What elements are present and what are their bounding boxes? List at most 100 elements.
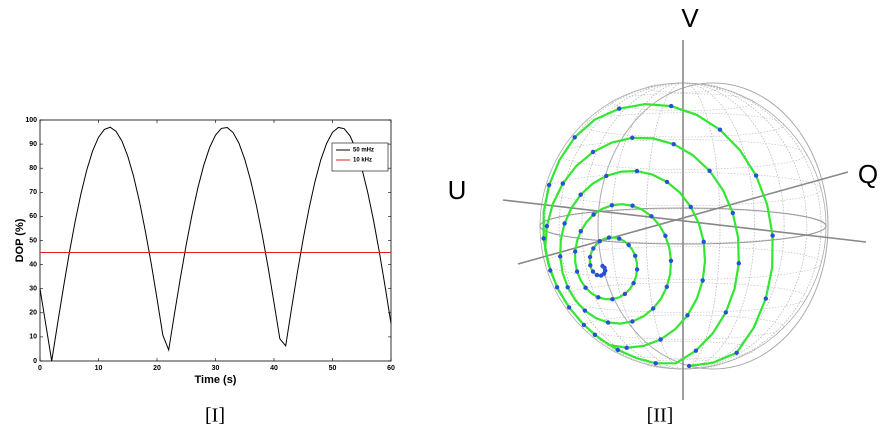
spiral-point — [598, 273, 604, 278]
spiral-point — [578, 192, 583, 197]
spiral-point — [664, 179, 670, 185]
spiral-point — [604, 173, 609, 179]
spiral-point — [736, 261, 741, 266]
y-tick-label: 30 — [29, 286, 37, 293]
spiral-point — [671, 142, 676, 147]
spiral-point — [624, 345, 629, 350]
x-tick-label: 30 — [212, 365, 220, 372]
spiral-point — [605, 320, 611, 325]
sphere — [502, 40, 867, 400]
spiral-point — [562, 221, 567, 226]
spiral-point — [685, 313, 690, 318]
spiral-point — [596, 295, 601, 300]
spiral-point — [566, 305, 572, 310]
spiral-point — [583, 285, 588, 290]
spiral-point — [649, 214, 654, 219]
spiral-point — [606, 235, 612, 240]
spiral-point — [730, 210, 735, 216]
spiral-point — [686, 363, 692, 369]
y-tick-label: 10 — [29, 334, 37, 341]
spiral-point — [763, 296, 768, 301]
spiral-point — [701, 239, 706, 244]
spiral-point — [753, 173, 759, 178]
spiral-point — [707, 168, 712, 173]
spiral-point — [572, 135, 577, 140]
spiral-point — [653, 361, 658, 366]
x-tick-label: 60 — [387, 365, 395, 372]
spiral-point — [548, 268, 553, 273]
spiral-point — [630, 135, 635, 140]
y-tick-label: 80 — [29, 165, 37, 172]
spiral-point — [544, 223, 550, 229]
axis-u — [502, 199, 867, 243]
spiral-point — [688, 204, 693, 210]
series-line — [39, 126, 392, 362]
spiral-point — [587, 254, 593, 260]
spiral-point — [560, 181, 565, 186]
spiral-point — [630, 319, 635, 324]
spiral-point — [634, 168, 640, 174]
spiral-point — [554, 285, 560, 290]
spiral-point — [609, 203, 615, 208]
spiral-point — [590, 269, 596, 274]
spiral-point — [610, 297, 615, 302]
spiral-point — [594, 272, 600, 278]
spiral-point — [592, 332, 598, 337]
sphere-axis-label: U — [448, 175, 467, 205]
spiral-point — [541, 236, 546, 241]
spiral-point — [582, 308, 588, 313]
spiral-point — [578, 229, 583, 234]
spiral-point — [723, 310, 728, 315]
y-tick-label: 90 — [29, 141, 37, 148]
spiral-path — [542, 102, 774, 367]
y-tick-label: 40 — [29, 261, 37, 268]
spiral-point — [668, 258, 674, 263]
x-tick-label: 20 — [153, 365, 161, 372]
spiral-point — [581, 322, 587, 328]
x-tick-label: 10 — [95, 365, 103, 372]
spiral-point — [574, 269, 580, 274]
spiral-point — [546, 182, 552, 188]
spiral-point — [634, 267, 640, 272]
spiral-point — [616, 106, 622, 111]
caption: [II] — [647, 405, 674, 427]
spiral-point — [669, 103, 674, 109]
spiral-point — [651, 306, 656, 311]
meridian-main — [597, 82, 829, 370]
y-tick-label: 70 — [29, 189, 37, 196]
x-tick-label: 50 — [329, 365, 337, 372]
spiral-point — [717, 127, 723, 132]
spiral-point — [617, 236, 622, 241]
spiral-point — [734, 350, 739, 355]
y-axis-label: DOP (%) — [14, 218, 26, 262]
y-tick-label: 0 — [33, 358, 37, 365]
legend-box — [331, 142, 389, 172]
spiral-point — [693, 348, 699, 353]
legend-label: 10 kHz — [353, 158, 372, 164]
y-tick-label: 60 — [29, 213, 37, 220]
spiral-point — [622, 291, 628, 297]
y-tick-label: 50 — [29, 237, 37, 244]
spiral-point — [631, 280, 636, 286]
sphere-axis-label: Q — [858, 159, 878, 189]
spiral-point — [558, 254, 563, 259]
caption: [I] — [205, 405, 225, 427]
legend-label: 50 mHz — [353, 148, 374, 154]
spiral-point — [658, 337, 663, 342]
y-tick-label: 20 — [29, 310, 37, 317]
spiral-point — [700, 278, 705, 283]
x-axis-label: Time (s) — [195, 374, 237, 386]
spiral-point — [565, 285, 570, 290]
spiral-point — [597, 239, 602, 244]
x-tick-label: 0 — [38, 365, 42, 372]
spiral-point — [663, 233, 668, 238]
spiral-point — [664, 284, 669, 289]
spiral-point — [573, 249, 578, 254]
y-tick-label: 100 — [25, 117, 37, 124]
spiral-point — [626, 242, 631, 248]
sphere-axis-label: V — [681, 3, 699, 33]
spiral-point — [633, 253, 638, 258]
axis-q — [517, 171, 849, 265]
spiral-point — [591, 212, 596, 217]
spiral-point — [590, 149, 596, 155]
